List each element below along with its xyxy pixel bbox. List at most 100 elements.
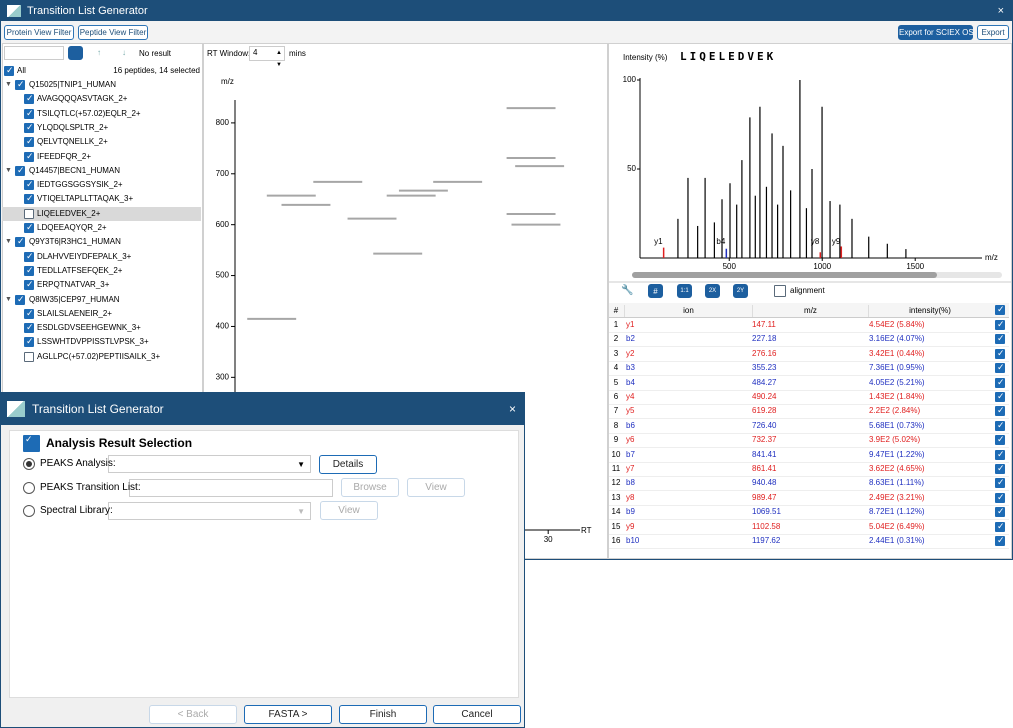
protein-filter-button[interactable]: Protein View Filter <box>4 25 74 40</box>
peptide-checkbox[interactable] <box>24 308 34 319</box>
view-button[interactable]: View <box>407 478 465 497</box>
row-checkbox[interactable] <box>995 333 1005 345</box>
row-checkbox[interactable] <box>995 434 1005 446</box>
row-number: 12 <box>611 478 621 488</box>
row-checkbox[interactable] <box>995 506 1005 518</box>
column-header: m/z <box>752 305 868 317</box>
transition-path-input[interactable] <box>129 479 333 497</box>
down-arrow[interactable]: ↓ <box>122 48 126 57</box>
protein-checkbox[interactable] <box>15 79 25 90</box>
alignment-checkbox[interactable] <box>774 285 786 297</box>
peptide-name: LIQELEDVEK_2+ <box>37 208 101 218</box>
peptide-name: VTIQELTAPLLTTAQAK_3+ <box>37 194 134 204</box>
radio-button[interactable] <box>23 481 35 494</box>
search-box[interactable] <box>4 46 64 60</box>
row-checkbox[interactable] <box>995 420 1005 431</box>
peptide-checkbox[interactable] <box>24 108 34 119</box>
scrollbar-thumb[interactable] <box>632 272 937 278</box>
row-checkbox[interactable] <box>995 405 1005 417</box>
x-tick-label: 1000 <box>813 262 831 271</box>
row-checkbox[interactable] <box>995 449 1005 460</box>
intensity: 2.49E2 (3.21%) <box>869 492 925 502</box>
expander[interactable]: ▼ <box>5 166 12 174</box>
dialog-title: Transition List Generator <box>32 402 164 416</box>
row-checkbox[interactable] <box>995 319 1005 330</box>
peptide-checkbox[interactable] <box>24 179 34 191</box>
option-label: PEAKS Analysis: <box>40 458 116 469</box>
peptide-checkbox[interactable] <box>24 93 34 105</box>
browse-button[interactable]: Browse <box>341 478 399 497</box>
y-tick-label: 800 <box>216 118 230 127</box>
peptide-checkbox[interactable] <box>24 208 34 219</box>
peptide-name: QELVTQNELLK_2+ <box>37 137 108 147</box>
protein-checkbox[interactable] <box>15 294 25 305</box>
row-checkbox[interactable] <box>995 377 1005 388</box>
search-button[interactable] <box>68 46 83 60</box>
peptide-checkbox[interactable] <box>24 336 34 348</box>
expander[interactable]: ▼ <box>5 238 12 246</box>
peptide-checkbox[interactable] <box>24 251 34 262</box>
expander[interactable]: ▼ <box>5 295 12 303</box>
settings-button[interactable]: 🔧 <box>620 284 635 298</box>
rt-window-value: 4 <box>253 48 258 57</box>
expander[interactable]: ▼ <box>5 81 12 88</box>
row-checkbox[interactable] <box>995 521 1005 532</box>
library-dropdown[interactable]: ▼ <box>108 502 311 520</box>
spinner[interactable]: ▲ ▼ <box>276 50 282 68</box>
row-checkbox[interactable] <box>995 535 1005 546</box>
peptide-checkbox[interactable] <box>24 122 34 133</box>
row-checkbox[interactable] <box>995 391 1005 402</box>
zoom-y-button[interactable]: 2Y <box>733 284 748 298</box>
radio-button[interactable] <box>23 505 35 517</box>
fasta-button[interactable]: FASTA > <box>244 705 332 724</box>
row-checkbox[interactable] <box>995 348 1005 359</box>
rt-window-input[interactable]: 4 ▲ ▼ <box>249 46 285 68</box>
row-divider <box>609 519 1009 521</box>
row-divider <box>609 461 1009 463</box>
back-button[interactable]: < Back <box>149 705 237 724</box>
protein-checkbox[interactable] <box>15 165 25 176</box>
ion: b10 <box>626 536 640 545</box>
ion: y9 <box>626 521 635 531</box>
header-checkbox[interactable] <box>995 304 1005 315</box>
row-checkbox[interactable] <box>995 463 1005 474</box>
intensity: 8.63E1 (1.11%) <box>869 478 924 488</box>
mz: 227.18 <box>752 334 777 344</box>
peptide-name: TSILQTLC(+57.02)EQLR_2+ <box>37 108 141 118</box>
analysis-dropdown[interactable]: ▼ <box>108 455 311 473</box>
peptide-checkbox[interactable] <box>24 193 34 205</box>
peptide-checkbox[interactable] <box>24 136 34 148</box>
app-icon <box>7 5 21 17</box>
radio-button[interactable] <box>23 458 35 470</box>
peptide-checkbox[interactable] <box>24 279 34 291</box>
row-checkbox[interactable] <box>995 477 1005 489</box>
close-button[interactable]: × <box>997 5 1004 17</box>
dialog-title-bar: Transition List Generator × <box>1 393 524 425</box>
ion: b3 <box>626 363 635 373</box>
cancel-button[interactable]: Cancel <box>433 705 521 724</box>
analysis-checkbox[interactable] <box>23 434 40 452</box>
row-checkbox[interactable] <box>995 362 1005 374</box>
zoom-x-button[interactable]: 2X <box>705 284 720 298</box>
up-arrow[interactable]: ↑ <box>97 48 101 57</box>
dialog-close[interactable]: × <box>508 402 516 416</box>
number-button[interactable]: # <box>648 284 663 298</box>
peptide-name: TEDLLATFSEFQEK_2+ <box>37 265 123 275</box>
peptide-checkbox[interactable] <box>24 151 34 162</box>
select-all-checkbox[interactable] <box>4 65 14 76</box>
export-button[interactable]: Export <box>977 25 1009 40</box>
row-checkbox[interactable] <box>995 492 1005 503</box>
peptide-filter-button[interactable]: Peptide View Filter <box>78 25 148 40</box>
peptide-checkbox[interactable] <box>24 222 34 233</box>
peptide-checkbox[interactable] <box>24 351 34 362</box>
mz: 1197.62 <box>752 536 781 545</box>
details-button[interactable]: Details <box>319 455 377 474</box>
export-sciex-button[interactable]: Export for SCIEX OS <box>898 25 974 40</box>
ratio-button[interactable]: 1:1 <box>677 284 692 298</box>
peptide-checkbox[interactable] <box>24 265 34 276</box>
intensity: 2.44E1 (0.31%) <box>869 536 925 545</box>
protein-checkbox[interactable] <box>15 236 25 248</box>
finish-button[interactable]: Finish <box>339 705 427 724</box>
library-view-button[interactable]: View <box>320 501 378 520</box>
peptide-checkbox[interactable] <box>24 322 34 334</box>
